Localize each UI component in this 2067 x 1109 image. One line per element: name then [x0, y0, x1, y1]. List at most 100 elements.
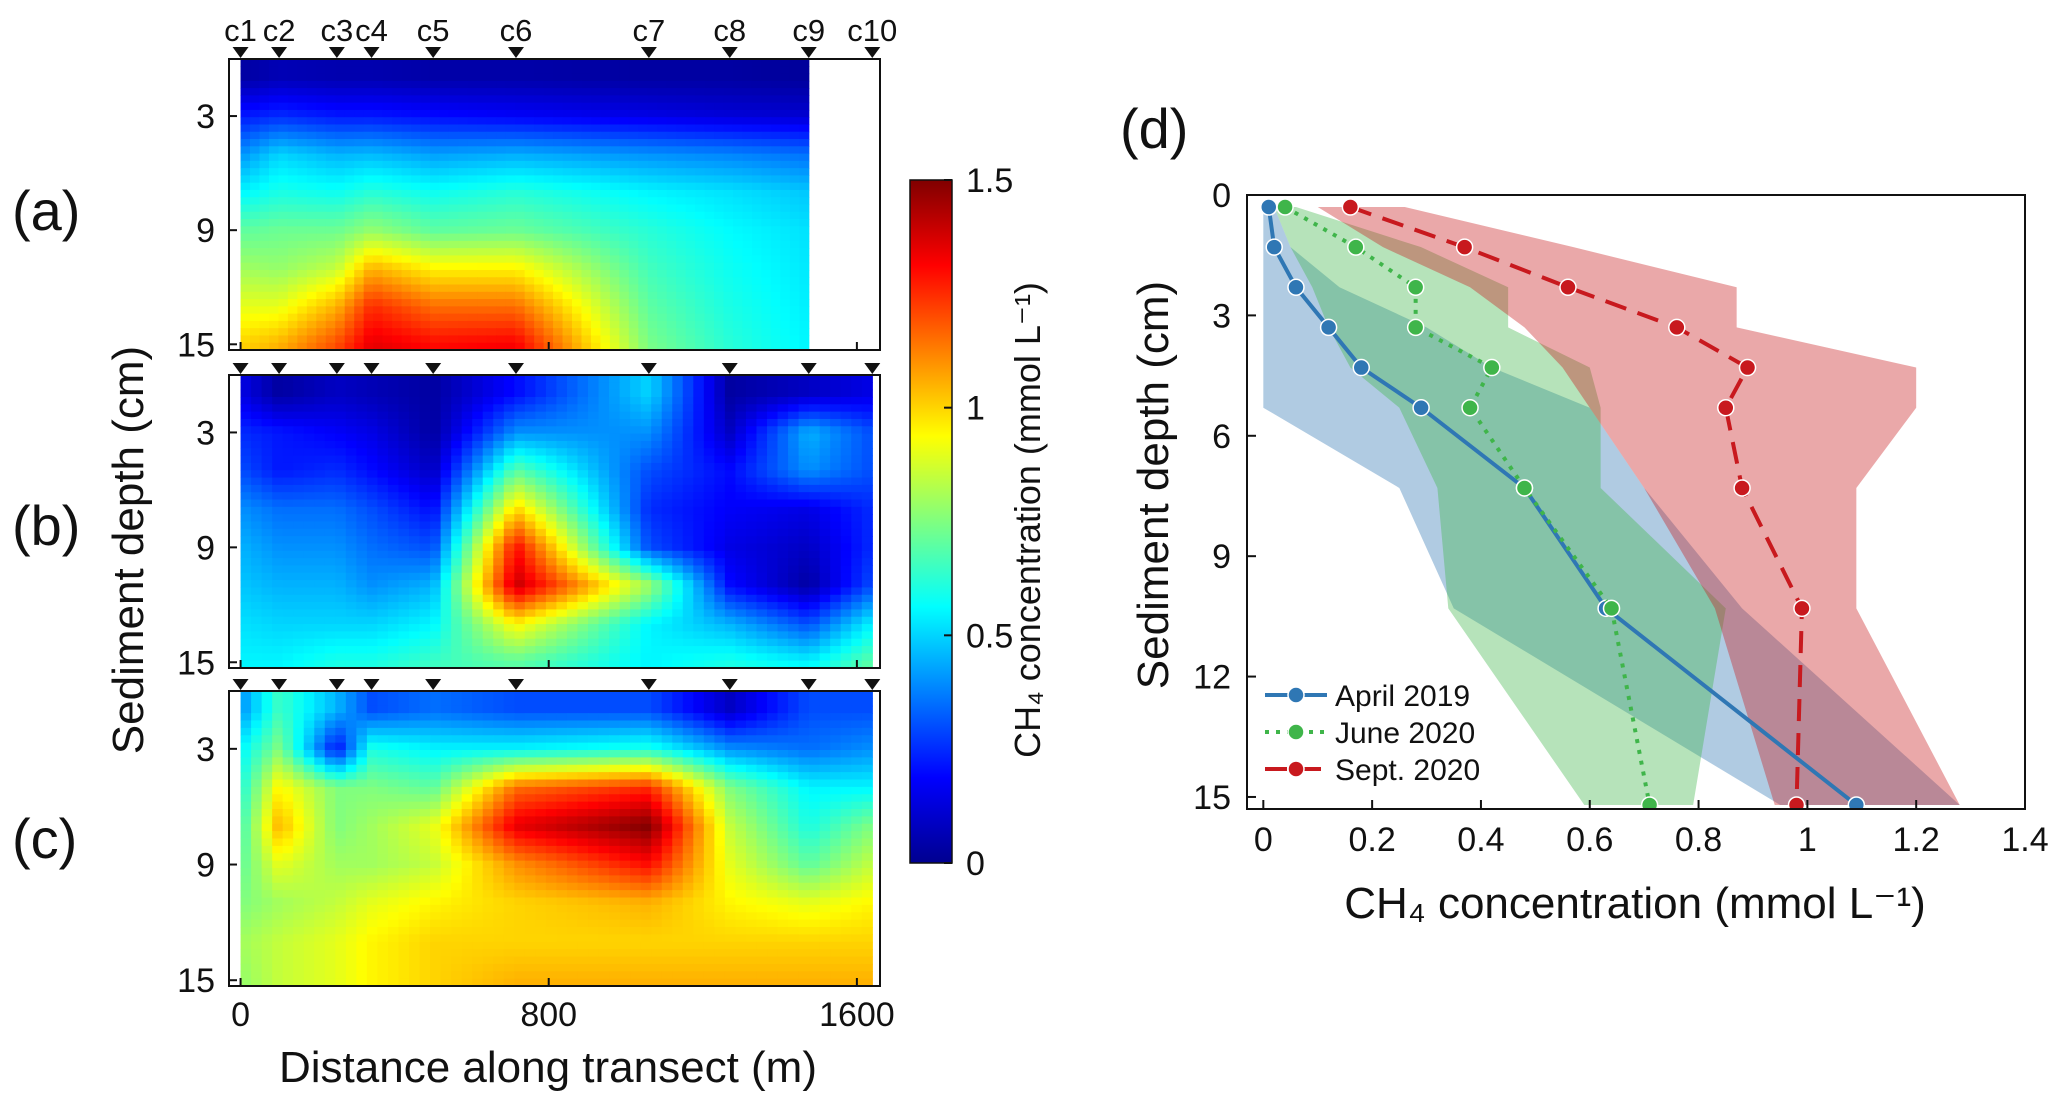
heatmap-cell [556, 550, 568, 559]
heatmap-cell [293, 440, 305, 449]
heatmap-cell [493, 602, 505, 610]
heatmap-cell [556, 484, 568, 493]
heatmap-cell [566, 624, 579, 632]
heatmap-cell [259, 262, 270, 271]
heatmap-cell [556, 462, 568, 471]
heatmap-cell [756, 396, 768, 405]
heatmap-cell [640, 587, 652, 596]
heatmap-cell [619, 698, 631, 707]
heatmap-cell [440, 418, 452, 427]
heatmap-cell [685, 197, 696, 206]
heatmap-cell [439, 248, 450, 257]
heatmap-cell [685, 182, 696, 191]
heatmap-cell [448, 262, 459, 271]
heatmap-cell [619, 175, 630, 184]
heatmap-cell [682, 624, 694, 632]
heatmap-cell [482, 691, 494, 699]
heatmap-cell [363, 291, 374, 300]
heatmap-cell [851, 653, 863, 662]
heatmap-cell [272, 477, 284, 486]
heatmap-cell [861, 448, 873, 457]
heatmap-cell [287, 124, 298, 133]
heatmap-cell [429, 66, 441, 75]
heatmap-cell [303, 375, 315, 383]
heatmap-cell [577, 616, 589, 625]
heatmap-cell [556, 506, 568, 515]
heatmap-cell [439, 240, 450, 249]
heatmap-cell [647, 320, 658, 329]
heatmap-cell [742, 233, 753, 242]
heatmap-cell [387, 580, 400, 589]
heatmap-cell [657, 284, 668, 293]
heatmap-cell [409, 375, 421, 383]
heatmap-cell [609, 233, 620, 242]
heatmap-cell [335, 705, 347, 714]
heatmap-cell [515, 306, 526, 315]
heatmap-cell [770, 197, 781, 206]
heatmap-cell [440, 624, 452, 632]
heatmap-cell [250, 291, 261, 300]
heatmap-cell [745, 638, 758, 647]
heatmap-cell [714, 550, 726, 559]
heatmap-cell [534, 88, 545, 96]
heatmap-cell [420, 175, 431, 184]
heatmap-cell [767, 543, 779, 552]
heatmap-cell [628, 284, 639, 293]
heatmap-cell [440, 602, 452, 610]
heatmap-cell [640, 580, 652, 589]
heatmap-cell [788, 616, 800, 625]
heatmap-cell [534, 269, 545, 278]
heatmap-cell [861, 477, 873, 486]
heatmap-cell [628, 160, 639, 169]
heatmap-cell [819, 455, 831, 464]
heatmap-cell [647, 124, 658, 133]
heatmap-cell [282, 389, 294, 398]
heatmap-cell [676, 204, 687, 213]
heatmap-cell [571, 204, 583, 213]
heatmap-cell [514, 375, 526, 383]
heatmap-cell [377, 389, 389, 398]
heatmap-cell [514, 448, 526, 457]
heatmap-cell [780, 109, 791, 118]
heatmap-cell [272, 382, 284, 391]
heatmap-cell [657, 117, 668, 126]
heatmap-cell [356, 470, 368, 479]
heatmap-cell [377, 609, 389, 618]
heatmap-cell [619, 226, 630, 235]
heatmap-cell [472, 550, 484, 559]
heatmap-cell [306, 80, 317, 89]
heatmap-cell [767, 389, 779, 398]
heatmap-cell [251, 565, 263, 574]
heatmap-cell [676, 197, 687, 206]
heatmap-cell [354, 95, 365, 104]
heatmap-cell [272, 660, 284, 668]
heatmap-cell [651, 543, 663, 552]
heatmap-cell [419, 440, 431, 449]
heatmap-cell [429, 117, 441, 126]
heatmap-cell [682, 396, 694, 405]
heatmap-cell [566, 558, 579, 567]
heatmap-cell [600, 109, 611, 118]
heatmap-cell [293, 448, 305, 457]
heatmap-cell [439, 197, 450, 206]
heatmap-cell [335, 88, 346, 96]
heatmap-cell [577, 455, 589, 464]
heatmap-cell [377, 470, 389, 479]
heatmap-cell [467, 335, 478, 344]
heatmap-cell [461, 580, 473, 589]
heatmap-cell [324, 382, 336, 391]
heatmap-cell [695, 255, 706, 264]
heatmap-cell [556, 499, 568, 508]
heatmap-cell [524, 73, 535, 82]
heatmap-cell [430, 470, 442, 479]
heatmap-cell [685, 255, 696, 264]
heatmap-cell [571, 262, 583, 271]
heatmap-cell [809, 470, 821, 479]
heatmap-cell [777, 594, 789, 603]
heatmap-cell [770, 262, 781, 271]
heatmap-cell [293, 521, 305, 530]
heatmap-cell [732, 262, 744, 271]
heatmap-cell [788, 602, 800, 610]
heatmap-cell [451, 455, 463, 464]
heatmap-cell [467, 109, 478, 118]
